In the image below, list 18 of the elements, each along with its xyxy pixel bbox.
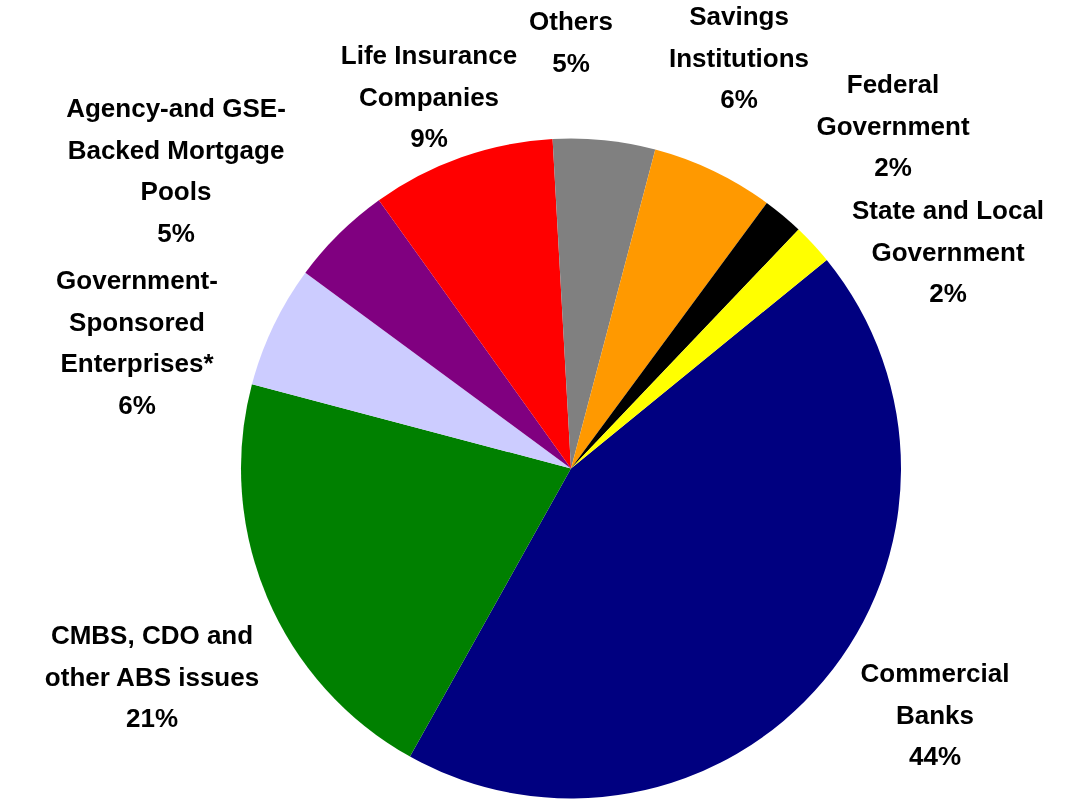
slice-label: Savings Institutions <box>668 1 810 73</box>
data-label: 9% <box>410 123 448 154</box>
slice-label: Agency-and GSE-Backed Mortgage Pools <box>66 93 286 207</box>
data-label: 2% <box>929 278 967 309</box>
slice-label: Government-Sponsored Enterprises* <box>56 265 218 379</box>
slice-label: Commercial Banks <box>860 658 1010 730</box>
data-label: 5% <box>157 217 195 248</box>
data-label: 6% <box>720 84 758 115</box>
data-label: 21% <box>125 703 179 734</box>
slice-label: Others <box>529 6 613 37</box>
slice-label: Life Insurance Companies <box>340 40 518 112</box>
slice-label: CMBS, CDO and other ABS issues <box>44 620 260 692</box>
data-label: 6% <box>118 389 156 420</box>
data-label: 5% <box>552 47 590 78</box>
data-label: 2% <box>874 152 912 183</box>
slice-label: State and Local Government <box>851 195 1045 267</box>
data-label: 44% <box>908 741 962 772</box>
slice-label: Federal Government <box>816 69 970 141</box>
